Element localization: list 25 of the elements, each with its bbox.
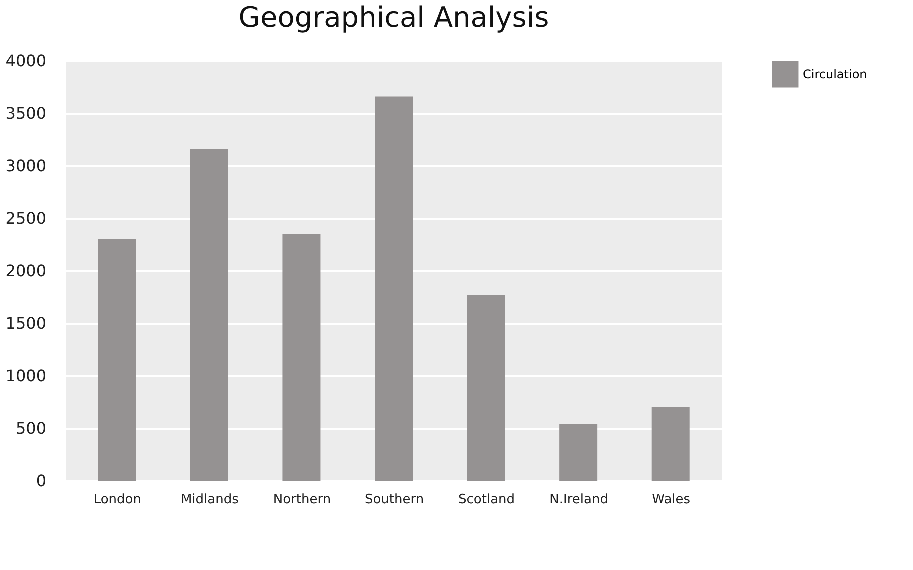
bar [652, 408, 690, 481]
bar [98, 240, 136, 481]
legend-label: Circulation [803, 68, 868, 82]
x-tick-label: Midlands [180, 492, 240, 508]
x-tick-label: Wales [652, 492, 691, 508]
chart-title: Geographical Analysis [238, 1, 550, 34]
x-tick-label: Northern [273, 492, 332, 508]
y-tick-label: 3000 [6, 156, 46, 176]
bar [467, 295, 506, 481]
bar [190, 149, 228, 481]
bar [560, 424, 598, 481]
y-tick-label: 4000 [6, 52, 46, 70]
bar [375, 96, 413, 481]
y-tick-label: 3500 [6, 104, 46, 123]
y-tick-label: 2000 [6, 262, 46, 280]
x-tick-label: Southern [364, 492, 424, 508]
y-tick-label: 1500 [6, 314, 46, 333]
bar [282, 234, 321, 481]
x-tick-label: Scotland [458, 492, 516, 508]
x-tick-label: N.Ireland [550, 492, 608, 508]
x-tick-label: London [94, 492, 142, 508]
y-tick-label: 0 [36, 472, 46, 490]
y-tick-label: 1000 [6, 366, 46, 386]
y-tick-label: 2500 [6, 209, 46, 228]
y-tick-label: 500 [16, 419, 46, 438]
